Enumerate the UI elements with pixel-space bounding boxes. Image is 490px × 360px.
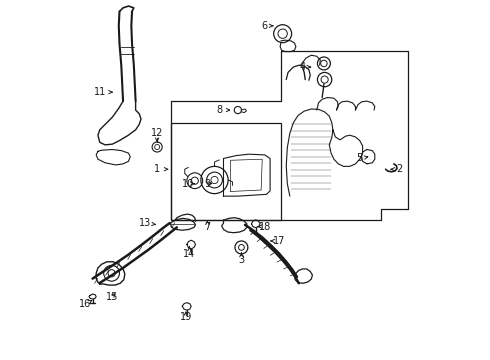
- Text: 12: 12: [151, 129, 163, 138]
- Text: 10: 10: [181, 179, 194, 189]
- Text: 15: 15: [106, 292, 119, 302]
- Text: 2: 2: [396, 164, 402, 174]
- Text: 16: 16: [79, 299, 92, 309]
- Text: 13: 13: [139, 218, 151, 228]
- Text: 5: 5: [357, 153, 363, 163]
- Text: 11: 11: [94, 87, 106, 97]
- Text: 3: 3: [238, 255, 245, 265]
- Text: 1: 1: [154, 164, 160, 174]
- Text: 7: 7: [204, 222, 211, 232]
- Bar: [172, 123, 281, 220]
- Text: 9: 9: [204, 179, 210, 189]
- Text: 6: 6: [262, 21, 268, 31]
- Text: 14: 14: [183, 248, 196, 258]
- Text: 4: 4: [299, 62, 305, 72]
- Text: 18: 18: [259, 222, 271, 231]
- Text: 8: 8: [217, 105, 223, 115]
- Text: 17: 17: [273, 236, 285, 246]
- Text: 19: 19: [180, 312, 192, 322]
